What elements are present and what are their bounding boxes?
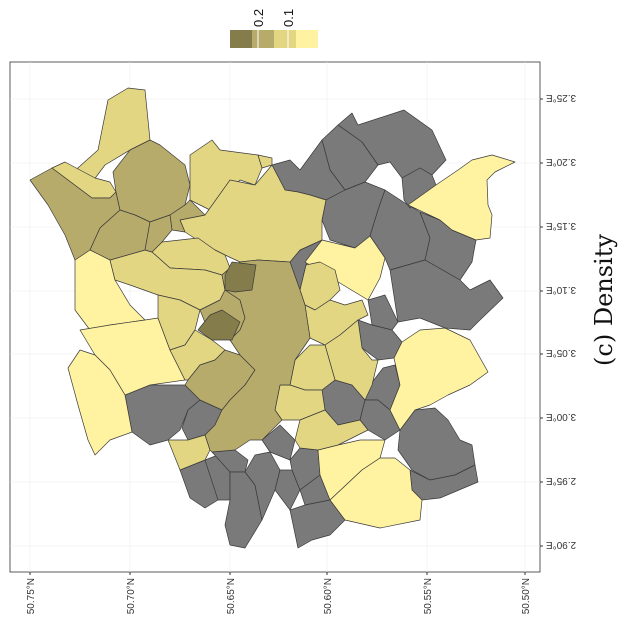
region-polygon bbox=[304, 299, 369, 346]
region-polygon bbox=[324, 319, 379, 401]
lat-tick-label: 50.60°N bbox=[323, 578, 334, 614]
legend: 0.2 0.1 bbox=[230, 9, 318, 48]
region-polygon bbox=[124, 384, 201, 446]
region-polygon bbox=[304, 235, 386, 301]
region-polygon bbox=[397, 407, 476, 481]
region-polygon bbox=[189, 139, 263, 211]
lat-tick-label: 50.65°N bbox=[226, 578, 237, 614]
region-polygon bbox=[204, 259, 311, 453]
legend-label-0.1: 0.1 bbox=[281, 9, 296, 27]
region-polygon bbox=[329, 457, 423, 529]
lon-tick-label: 3.10°E bbox=[546, 284, 576, 295]
region-polygon bbox=[389, 327, 489, 431]
region-polygon bbox=[294, 409, 369, 451]
legend-swatch-2 bbox=[252, 30, 274, 48]
region-polygon bbox=[67, 349, 133, 456]
region-polygon bbox=[224, 261, 257, 293]
region-polygon bbox=[69, 87, 151, 186]
region-polygon bbox=[169, 199, 206, 233]
lon-axis: 3.25°E 3.20°E 3.15°E 3.10°E 3.05°E 3.00°… bbox=[540, 92, 576, 550]
region-polygon bbox=[197, 309, 241, 341]
lat-tick-label: 50.55°N bbox=[423, 578, 434, 614]
lat-axis: 50.75°N 50.70°N 50.65°N 50.60°N 50.55°N … bbox=[26, 572, 532, 614]
lon-tick-label: 3.25°E bbox=[546, 92, 576, 103]
lon-tick-label: 3.15°E bbox=[546, 220, 576, 231]
region-polygon bbox=[144, 214, 173, 253]
lon-tick-label: 3.05°E bbox=[546, 347, 576, 358]
lat-tick-label: 50.75°N bbox=[26, 578, 37, 614]
region-polygon bbox=[289, 499, 346, 549]
figure-caption: (c) Density bbox=[590, 234, 618, 366]
legend-swatch-3 bbox=[274, 30, 296, 48]
region-polygon bbox=[367, 294, 399, 331]
lon-tick-label: 2.95°E bbox=[546, 475, 576, 486]
region-polygon bbox=[261, 424, 296, 461]
lon-tick-label: 3.00°E bbox=[546, 411, 576, 422]
legend-swatch-4 bbox=[296, 30, 318, 48]
legend-swatch-1 bbox=[230, 30, 252, 48]
region-polygon bbox=[389, 259, 504, 331]
lat-tick-label: 50.50°N bbox=[521, 578, 532, 614]
lat-tick-label: 50.70°N bbox=[126, 578, 137, 614]
legend-label-0.2: 0.2 bbox=[251, 9, 266, 27]
lon-tick-label: 2.90°E bbox=[546, 539, 576, 550]
region-polygon bbox=[407, 154, 516, 241]
lon-tick-label: 3.20°E bbox=[546, 156, 576, 167]
map-panel bbox=[9, 61, 541, 573]
map-regions bbox=[29, 87, 516, 549]
region-polygon bbox=[274, 469, 301, 511]
